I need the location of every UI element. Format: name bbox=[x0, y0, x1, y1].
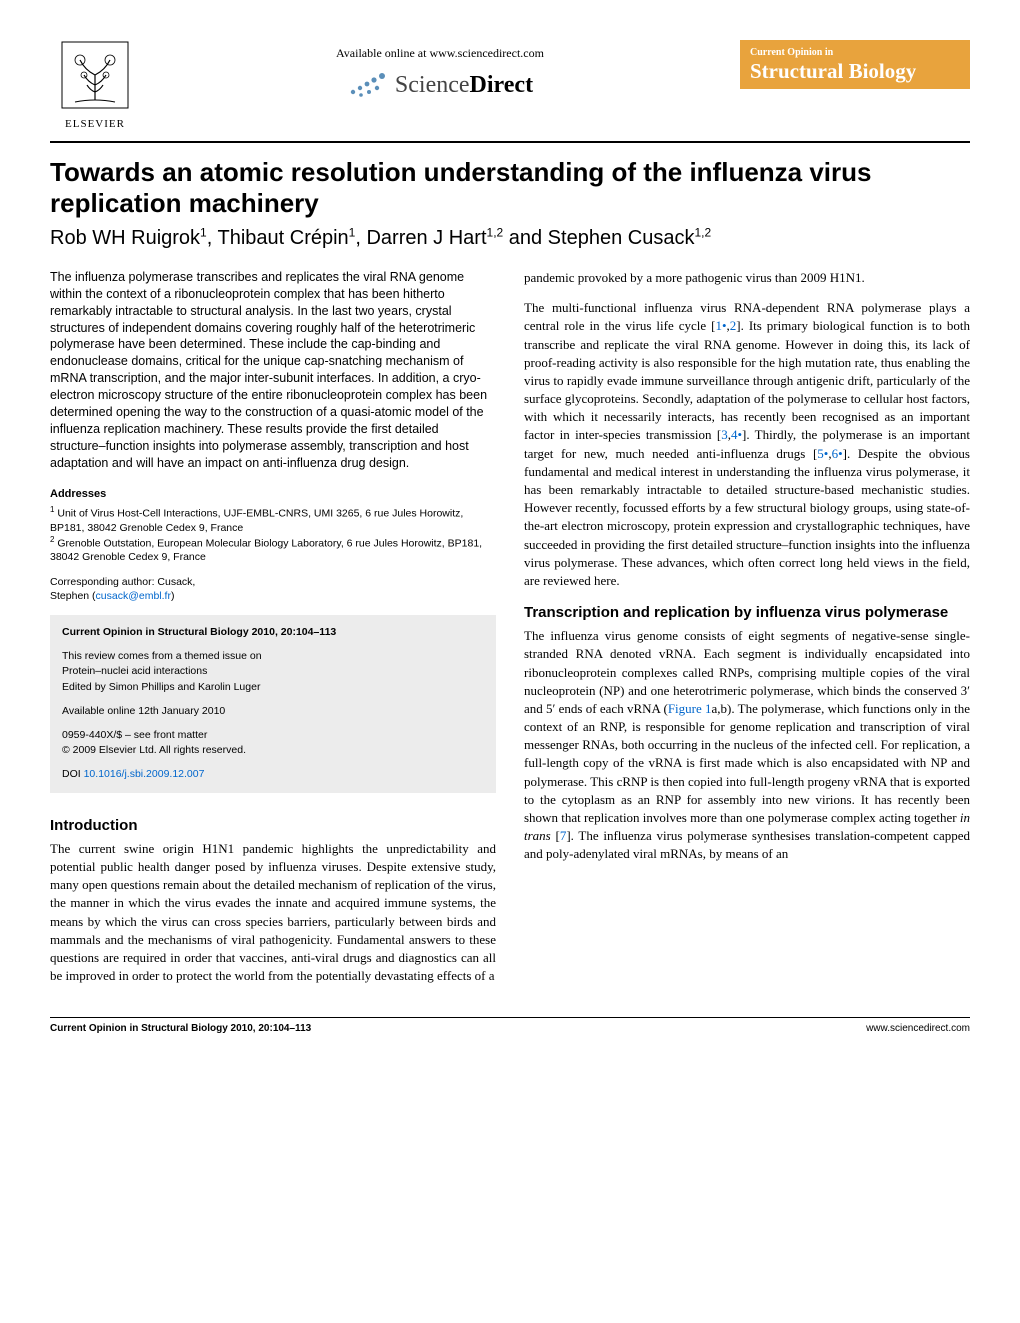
corresponding-label: Corresponding author: Cusack, bbox=[50, 576, 195, 588]
address-2: 2 Grenoble Outstation, European Molecula… bbox=[50, 535, 496, 565]
right-column: pandemic provoked by a more pathogenic v… bbox=[524, 269, 970, 997]
infobox-doi-link[interactable]: 10.1016/j.sbi.2009.12.007 bbox=[84, 768, 205, 780]
infobox-themed-line1: This review comes from a themed issue on bbox=[62, 650, 262, 662]
corresponding-email-link[interactable]: cusack@embl.fr bbox=[96, 590, 171, 602]
infobox-doi-label: DOI bbox=[62, 768, 81, 780]
page-footer: Current Opinion in Structural Biology 20… bbox=[50, 1017, 970, 1036]
two-column-layout: The influenza polymerase transcribes and… bbox=[50, 269, 970, 997]
publisher-logo-block: ELSEVIER bbox=[50, 40, 140, 133]
infobox-themed: This review comes from a themed issue on… bbox=[62, 649, 484, 696]
address-2-text: Grenoble Outstation, European Molecular … bbox=[50, 537, 482, 563]
corresponding-author: Corresponding author: Cusack, Stephen (c… bbox=[50, 575, 496, 603]
introduction-body: The current swine origin H1N1 pandemic h… bbox=[50, 840, 496, 986]
intro-paragraph-1: The current swine origin H1N1 pandemic h… bbox=[50, 840, 496, 986]
sd-word-science: Science bbox=[395, 72, 470, 98]
journal-badge-line2: Structural Biology bbox=[750, 60, 960, 83]
infobox-citation: Current Opinion in Structural Biology 20… bbox=[62, 625, 484, 641]
introduction-heading: Introduction bbox=[50, 815, 496, 836]
available-online-text: Available online at www.sciencedirect.co… bbox=[140, 45, 740, 62]
header-rule bbox=[50, 141, 970, 143]
infobox-available: Available online 12th January 2010 bbox=[62, 704, 484, 720]
footer-citation: Current Opinion in Structural Biology 20… bbox=[50, 1022, 311, 1036]
transcription-heading: Transcription and replication by influen… bbox=[524, 602, 970, 623]
article-info-box: Current Opinion in Structural Biology 20… bbox=[50, 615, 496, 793]
transcription-paragraph-1: The influenza virus genome consists of e… bbox=[524, 627, 970, 863]
intro-paragraph-2: The multi-functional influenza virus RNA… bbox=[524, 299, 970, 590]
right-column-body: pandemic provoked by a more pathogenic v… bbox=[524, 269, 970, 590]
transcription-body: The influenza virus genome consists of e… bbox=[524, 627, 970, 863]
availability-block: Available online at www.sciencedirect.co… bbox=[140, 40, 740, 103]
sd-word-direct: Direct bbox=[470, 72, 534, 98]
abstract-text: The influenza polymerase transcribes and… bbox=[50, 269, 496, 472]
infobox-themed-line2: Protein–nuclei acid interactions bbox=[62, 665, 207, 677]
infobox-copyright: © 2009 Elsevier Ltd. All rights reserved… bbox=[62, 744, 246, 756]
address-1-text: Unit of Virus Host-Cell Interactions, UJ… bbox=[50, 507, 463, 533]
address-1: 1 Unit of Virus Host-Cell Interactions, … bbox=[50, 505, 496, 535]
infobox-issn-block: 0959-440X/$ – see front matter © 2009 El… bbox=[62, 728, 484, 760]
infobox-edited: Edited by Simon Phillips and Karolin Lug… bbox=[62, 681, 260, 693]
infobox-doi-line: DOI 10.1016/j.sbi.2009.12.007 bbox=[62, 767, 484, 783]
sciencedirect-dots-icon bbox=[347, 68, 389, 103]
author-list: Rob WH Ruigrok1, Thibaut Crépin1, Darren… bbox=[50, 225, 970, 251]
article-title: Towards an atomic resolution understandi… bbox=[50, 157, 970, 219]
addresses-heading: Addresses bbox=[50, 487, 496, 502]
publisher-name: ELSEVIER bbox=[65, 117, 125, 132]
left-column: The influenza polymerase transcribes and… bbox=[50, 269, 496, 997]
elsevier-tree-icon bbox=[60, 40, 130, 115]
corresponding-name: Stephen bbox=[50, 590, 89, 602]
sciencedirect-wordmark: ScienceDirect bbox=[395, 69, 533, 103]
journal-badge: Current Opinion in Structural Biology bbox=[740, 40, 970, 89]
sciencedirect-logo: ScienceDirect bbox=[140, 68, 740, 103]
infobox-issn: 0959-440X/$ – see front matter bbox=[62, 729, 207, 741]
intro-paragraph-continuation: pandemic provoked by a more pathogenic v… bbox=[524, 269, 970, 287]
journal-badge-line1: Current Opinion in bbox=[750, 46, 960, 60]
addresses-block: 1 Unit of Virus Host-Cell Interactions, … bbox=[50, 505, 496, 565]
footer-url: www.sciencedirect.com bbox=[866, 1022, 970, 1036]
header-bar: ELSEVIER Available online at www.science… bbox=[50, 40, 970, 133]
